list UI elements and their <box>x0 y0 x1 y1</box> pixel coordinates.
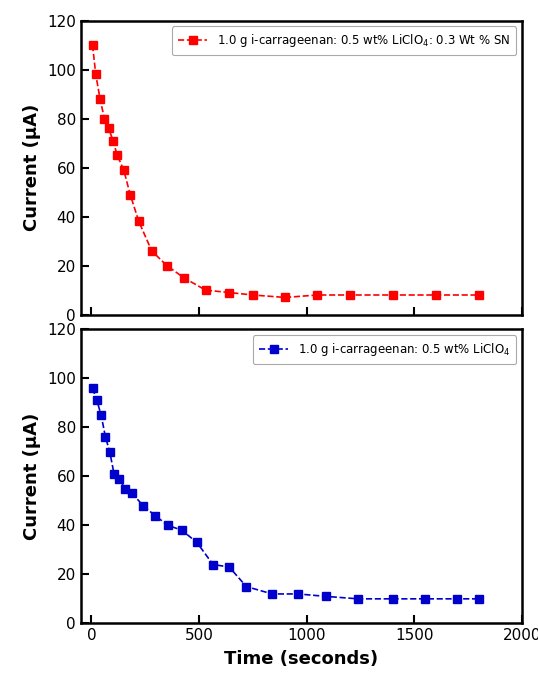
1.0 g i-carrageenan: 0.5 wt% LiClO$_4$: (960, 12): 0.5 wt% LiClO$_4$: (960, 12) <box>295 590 301 598</box>
1.0 g i-carrageenan: 0.5 wt% LiClO$_4$: (1.24e+03, 10): 0.5 wt% LiClO$_4$: (1.24e+03, 10) <box>355 595 362 603</box>
1.0 g i-carrageenan: 0.5 wt% LiClO$_4$: (130, 59): 0.5 wt% LiClO$_4$: (130, 59) <box>116 475 123 483</box>
Legend: 1.0 g i-carrageenan: 0.5 wt% LiClO$_4$: 0.3 Wt % SN: 1.0 g i-carrageenan: 0.5 wt% LiClO$_4$: … <box>172 27 516 55</box>
Line: 1.0 g i-carrageenan: 0.5 wt% LiClO$_4$: 0.3 Wt % SN: 1.0 g i-carrageenan: 0.5 wt% LiClO$_4$: … <box>89 41 483 301</box>
1.0 g i-carrageenan: 0.5 wt% LiClO$_4$: (1.8e+03, 10): 0.5 wt% LiClO$_4$: (1.8e+03, 10) <box>476 595 482 603</box>
1.0 g i-carrageenan: 0.5 wt% LiClO$_4$: 0.3 Wt % SN: (1.05e+03, 8): 0.5 wt% LiClO$_4$: 0.3 Wt % SN: (1.05e+0… <box>314 291 321 299</box>
1.0 g i-carrageenan: 0.5 wt% LiClO$_4$: (840, 12): 0.5 wt% LiClO$_4$: (840, 12) <box>269 590 275 598</box>
1.0 g i-carrageenan: 0.5 wt% LiClO$_4$: (45, 85): 0.5 wt% LiClO$_4$: (45, 85) <box>98 411 104 419</box>
1.0 g i-carrageenan: 0.5 wt% LiClO$_4$: (355, 40): 0.5 wt% LiClO$_4$: (355, 40) <box>165 521 171 530</box>
Y-axis label: Current (μA): Current (μA) <box>24 104 41 232</box>
1.0 g i-carrageenan: 0.5 wt% LiClO$_4$: (640, 23): 0.5 wt% LiClO$_4$: (640, 23) <box>226 563 232 571</box>
1.0 g i-carrageenan: 0.5 wt% LiClO$_4$: 0.3 Wt % SN: (80, 76): 0.5 wt% LiClO$_4$: 0.3 Wt % SN: (80, 76) <box>105 124 112 132</box>
1.0 g i-carrageenan: 0.5 wt% LiClO$_4$: (295, 44): 0.5 wt% LiClO$_4$: (295, 44) <box>152 512 158 520</box>
1.0 g i-carrageenan: 0.5 wt% LiClO$_4$: (240, 48): 0.5 wt% LiClO$_4$: (240, 48) <box>140 501 146 510</box>
1.0 g i-carrageenan: 0.5 wt% LiClO$_4$: (1.09e+03, 11): 0.5 wt% LiClO$_4$: (1.09e+03, 11) <box>323 593 329 601</box>
1.0 g i-carrageenan: 0.5 wt% LiClO$_4$: (420, 38): 0.5 wt% LiClO$_4$: (420, 38) <box>179 526 185 534</box>
1.0 g i-carrageenan: 0.5 wt% LiClO$_4$: 0.3 Wt % SN: (60, 80): 0.5 wt% LiClO$_4$: 0.3 Wt % SN: (60, 80) <box>101 114 108 123</box>
1.0 g i-carrageenan: 0.5 wt% LiClO$_4$: (565, 24): 0.5 wt% LiClO$_4$: (565, 24) <box>210 560 216 569</box>
1.0 g i-carrageenan: 0.5 wt% LiClO$_4$: (1.4e+03, 10): 0.5 wt% LiClO$_4$: (1.4e+03, 10) <box>390 595 396 603</box>
1.0 g i-carrageenan: 0.5 wt% LiClO$_4$: 0.3 Wt % SN: (900, 7): 0.5 wt% LiClO$_4$: 0.3 Wt % SN: (900, 7) <box>282 293 288 301</box>
Legend: 1.0 g i-carrageenan: 0.5 wt% LiClO$_4$: 1.0 g i-carrageenan: 0.5 wt% LiClO$_4$ <box>253 335 516 364</box>
1.0 g i-carrageenan: 0.5 wt% LiClO$_4$: 0.3 Wt % SN: (1.6e+03, 8): 0.5 wt% LiClO$_4$: 0.3 Wt % SN: (1.6e+03… <box>433 291 439 299</box>
1.0 g i-carrageenan: 0.5 wt% LiClO$_4$: (105, 61): 0.5 wt% LiClO$_4$: (105, 61) <box>111 470 117 478</box>
1.0 g i-carrageenan: 0.5 wt% LiClO$_4$: 0.3 Wt % SN: (1.4e+03, 8): 0.5 wt% LiClO$_4$: 0.3 Wt % SN: (1.4e+03… <box>390 291 396 299</box>
1.0 g i-carrageenan: 0.5 wt% LiClO$_4$: 0.3 Wt % SN: (180, 49): 0.5 wt% LiClO$_4$: 0.3 Wt % SN: (180, 49… <box>127 190 133 199</box>
Line: 1.0 g i-carrageenan: 0.5 wt% LiClO$_4$: 1.0 g i-carrageenan: 0.5 wt% LiClO$_4$ <box>89 384 483 603</box>
1.0 g i-carrageenan: 0.5 wt% LiClO$_4$: 0.3 Wt % SN: (150, 59): 0.5 wt% LiClO$_4$: 0.3 Wt % SN: (150, 59… <box>121 166 127 174</box>
1.0 g i-carrageenan: 0.5 wt% LiClO$_4$: (65, 76): 0.5 wt% LiClO$_4$: (65, 76) <box>102 433 109 441</box>
1.0 g i-carrageenan: 0.5 wt% LiClO$_4$: (5, 96): 0.5 wt% LiClO$_4$: (5, 96) <box>89 384 96 393</box>
1.0 g i-carrageenan: 0.5 wt% LiClO$_4$: (25, 91): 0.5 wt% LiClO$_4$: (25, 91) <box>94 396 100 404</box>
Y-axis label: Current (μA): Current (μA) <box>24 412 41 540</box>
1.0 g i-carrageenan: 0.5 wt% LiClO$_4$: (155, 55): 0.5 wt% LiClO$_4$: (155, 55) <box>122 484 128 493</box>
1.0 g i-carrageenan: 0.5 wt% LiClO$_4$: 0.3 Wt % SN: (220, 38): 0.5 wt% LiClO$_4$: 0.3 Wt % SN: (220, 38… <box>136 217 142 225</box>
1.0 g i-carrageenan: 0.5 wt% LiClO$_4$: (1.55e+03, 10): 0.5 wt% LiClO$_4$: (1.55e+03, 10) <box>422 595 428 603</box>
1.0 g i-carrageenan: 0.5 wt% LiClO$_4$: 0.3 Wt % SN: (640, 9): 0.5 wt% LiClO$_4$: 0.3 Wt % SN: (640, 9) <box>226 288 232 297</box>
1.0 g i-carrageenan: 0.5 wt% LiClO$_4$: (1.7e+03, 10): 0.5 wt% LiClO$_4$: (1.7e+03, 10) <box>454 595 461 603</box>
1.0 g i-carrageenan: 0.5 wt% LiClO$_4$: 0.3 Wt % SN: (280, 26): 0.5 wt% LiClO$_4$: 0.3 Wt % SN: (280, 26… <box>148 247 155 255</box>
X-axis label: Time (seconds): Time (seconds) <box>224 650 378 668</box>
1.0 g i-carrageenan: 0.5 wt% LiClO$_4$: 0.3 Wt % SN: (750, 8): 0.5 wt% LiClO$_4$: 0.3 Wt % SN: (750, 8) <box>250 291 256 299</box>
1.0 g i-carrageenan: 0.5 wt% LiClO$_4$: 0.3 Wt % SN: (430, 15): 0.5 wt% LiClO$_4$: 0.3 Wt % SN: (430, 15… <box>181 274 187 282</box>
1.0 g i-carrageenan: 0.5 wt% LiClO$_4$: (490, 33): 0.5 wt% LiClO$_4$: (490, 33) <box>194 538 200 547</box>
1.0 g i-carrageenan: 0.5 wt% LiClO$_4$: (190, 53): 0.5 wt% LiClO$_4$: (190, 53) <box>129 489 136 497</box>
1.0 g i-carrageenan: 0.5 wt% LiClO$_4$: 0.3 Wt % SN: (530, 10): 0.5 wt% LiClO$_4$: 0.3 Wt % SN: (530, 10… <box>202 286 209 294</box>
1.0 g i-carrageenan: 0.5 wt% LiClO$_4$: 0.3 Wt % SN: (5, 110): 0.5 wt% LiClO$_4$: 0.3 Wt % SN: (5, 110) <box>89 41 96 49</box>
1.0 g i-carrageenan: 0.5 wt% LiClO$_4$: 0.3 Wt % SN: (20, 98): 0.5 wt% LiClO$_4$: 0.3 Wt % SN: (20, 98) <box>93 71 99 79</box>
1.0 g i-carrageenan: 0.5 wt% LiClO$_4$: 0.3 Wt % SN: (100, 71): 0.5 wt% LiClO$_4$: 0.3 Wt % SN: (100, 71… <box>110 136 116 145</box>
1.0 g i-carrageenan: 0.5 wt% LiClO$_4$: 0.3 Wt % SN: (120, 65): 0.5 wt% LiClO$_4$: 0.3 Wt % SN: (120, 65… <box>114 151 121 160</box>
1.0 g i-carrageenan: 0.5 wt% LiClO$_4$: 0.3 Wt % SN: (1.8e+03, 8): 0.5 wt% LiClO$_4$: 0.3 Wt % SN: (1.8e+03… <box>476 291 482 299</box>
1.0 g i-carrageenan: 0.5 wt% LiClO$_4$: 0.3 Wt % SN: (1.2e+03, 8): 0.5 wt% LiClO$_4$: 0.3 Wt % SN: (1.2e+03… <box>346 291 353 299</box>
1.0 g i-carrageenan: 0.5 wt% LiClO$_4$: (720, 15): 0.5 wt% LiClO$_4$: (720, 15) <box>243 582 250 590</box>
1.0 g i-carrageenan: 0.5 wt% LiClO$_4$: (85, 70): 0.5 wt% LiClO$_4$: (85, 70) <box>107 448 113 456</box>
1.0 g i-carrageenan: 0.5 wt% LiClO$_4$: 0.3 Wt % SN: (40, 88): 0.5 wt% LiClO$_4$: 0.3 Wt % SN: (40, 88) <box>97 95 103 103</box>
1.0 g i-carrageenan: 0.5 wt% LiClO$_4$: 0.3 Wt % SN: (350, 20): 0.5 wt% LiClO$_4$: 0.3 Wt % SN: (350, 20… <box>164 262 170 270</box>
